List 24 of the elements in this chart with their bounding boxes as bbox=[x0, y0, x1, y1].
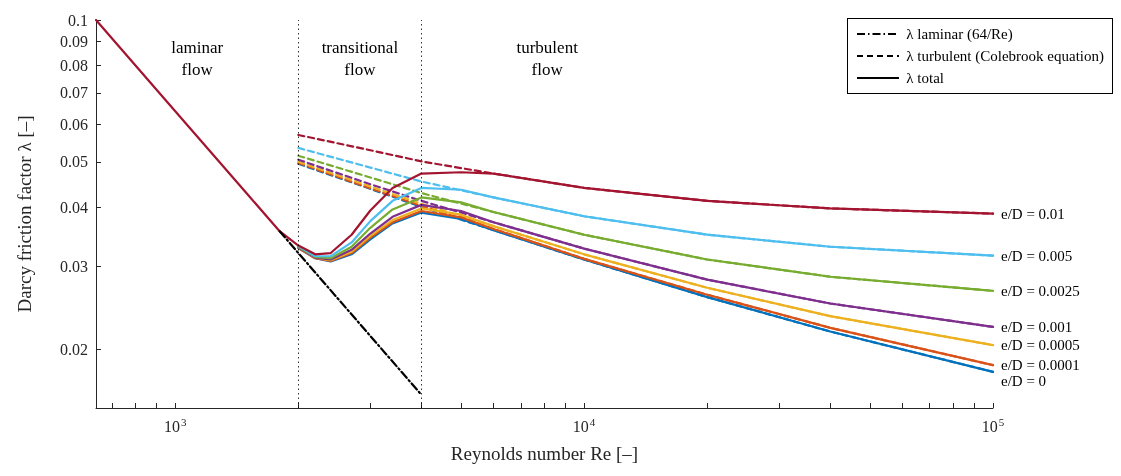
annotation: λ total bbox=[906, 69, 945, 87]
y-tick-label: 0.1 bbox=[68, 11, 88, 29]
legend-label: λ laminar (64/Re) bbox=[906, 25, 1013, 43]
y-tick-label: 0.05 bbox=[60, 153, 88, 171]
series-label: e/D = 0.001 bbox=[1001, 318, 1073, 335]
y-axis-title: Darcy friction factor λ [–] bbox=[14, 115, 35, 313]
series-label: e/D = 0.0001 bbox=[1001, 357, 1080, 374]
annotation: λ turbulent (Colebrook equation) bbox=[906, 47, 1104, 65]
y-tick-label: 0.08 bbox=[60, 57, 88, 75]
y-tick-label: 0.02 bbox=[60, 340, 88, 358]
series-label: e/D = 0.01 bbox=[1001, 205, 1065, 222]
annotation: transitional flow bbox=[321, 37, 399, 79]
annotation: turbulent flow bbox=[516, 37, 579, 79]
series-label: e/D = 0.005 bbox=[1001, 247, 1073, 264]
series-label: e/D = 0.0025 bbox=[1001, 282, 1080, 299]
y-tick-label: 0.03 bbox=[60, 257, 88, 275]
series-label: e/D = 0 bbox=[1001, 373, 1047, 390]
y-tick-label: 0.06 bbox=[60, 115, 88, 133]
y-tick-label: 0.04 bbox=[60, 198, 88, 216]
y-tick-label: 0.09 bbox=[60, 33, 88, 51]
y-tick-label: 0.07 bbox=[60, 84, 88, 102]
x-axis-title: Reynolds number Re [–] bbox=[450, 443, 639, 464]
annotation: laminar flow bbox=[171, 37, 224, 79]
series-label: e/D = 0.0005 bbox=[1001, 337, 1080, 354]
